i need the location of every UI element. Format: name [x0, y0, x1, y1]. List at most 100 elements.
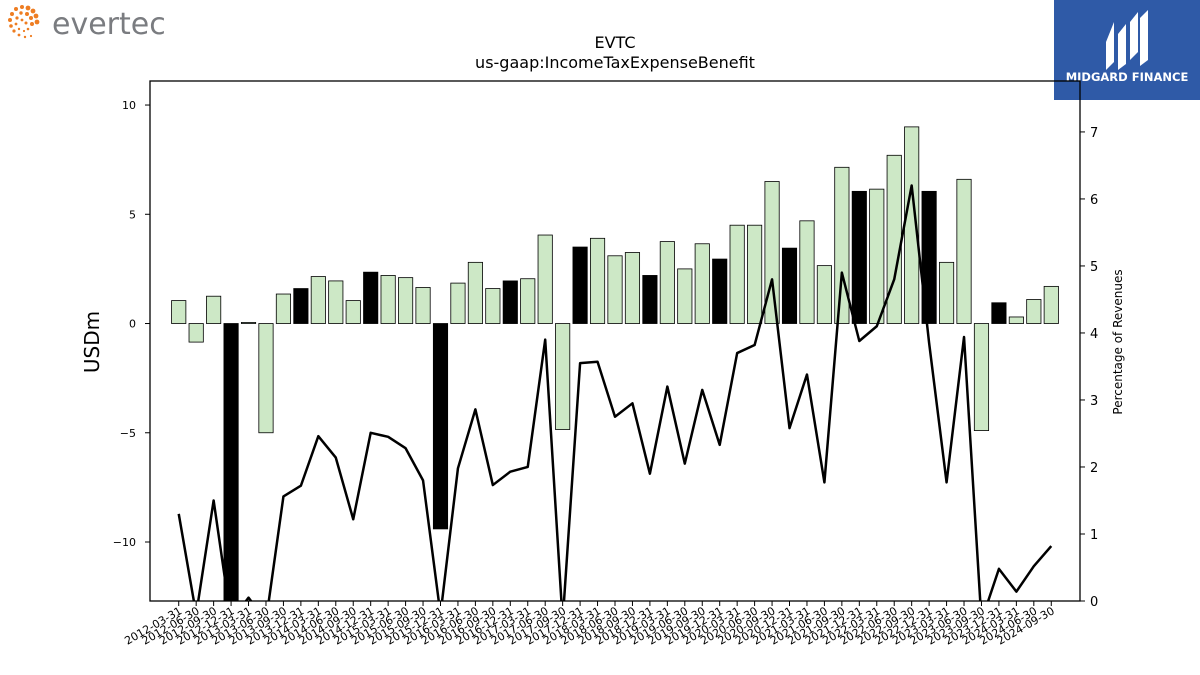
evertec-logo: evertec	[4, 4, 194, 44]
logo-dot	[24, 21, 28, 25]
logo-dot	[9, 24, 13, 28]
bar-2019-03-31	[659, 241, 675, 324]
logo-dot	[34, 19, 40, 25]
bar-2015-09-30	[415, 287, 431, 324]
logo-dot	[29, 16, 33, 20]
bar-2013-09-30	[275, 293, 291, 324]
logo-dot	[14, 22, 18, 26]
logo-dot	[25, 5, 31, 11]
bar-2020-03-31	[729, 224, 745, 324]
bar-2021-09-30	[834, 166, 850, 324]
y2-tick-label: 7	[1090, 126, 1098, 141]
bar-2023-06-30	[956, 178, 972, 324]
bar-2013-03-31	[240, 322, 257, 324]
bar-2014-06-30	[328, 280, 344, 324]
logo-dot	[33, 13, 39, 19]
y-tick-label: −5	[120, 427, 136, 440]
y2-tick-label: 2	[1090, 461, 1098, 476]
y2-axis-label: Percentage of Revenues	[1111, 269, 1125, 414]
bar-2024-06-30	[1026, 299, 1042, 324]
y2-tick-label: 6	[1090, 193, 1098, 208]
bar-2020-06-30	[747, 224, 763, 324]
logo-dot	[15, 16, 19, 20]
logo-dot	[25, 12, 29, 16]
y2-tick-label: 4	[1090, 327, 1098, 342]
bar-2018-03-31	[589, 237, 606, 324]
y2-tick-label: 1	[1090, 528, 1098, 543]
y-tick-label: 10	[122, 99, 136, 112]
bar-2019-06-30	[677, 268, 693, 324]
bar-2019-12-31	[712, 258, 728, 324]
y-tick-label: −10	[113, 536, 136, 549]
y2-tick-label: 3	[1090, 394, 1098, 409]
logo-dot	[10, 12, 14, 16]
logo-dot	[17, 33, 21, 37]
bar-2024-09-30	[1043, 285, 1059, 324]
logo-dot	[17, 27, 21, 31]
logo-dot	[30, 22, 34, 26]
logo-dot	[20, 18, 24, 22]
chart-subtitle: us-gaap:IncomeTaxExpenseBenefit	[475, 53, 755, 72]
y-tick-label: 0	[129, 318, 136, 331]
bar-2019-09-30	[694, 243, 710, 324]
bar-2017-03-31	[520, 278, 536, 324]
bar-2023-03-31	[939, 261, 955, 324]
bar-2012-09-30	[206, 295, 222, 324]
logo-dot	[12, 29, 16, 33]
bar-2021-06-30	[816, 265, 832, 324]
bar-2013-12-31	[293, 288, 309, 324]
evertec-logo-mark: evertec	[8, 5, 166, 42]
logo-dot	[22, 29, 26, 33]
bar-2018-06-30	[607, 255, 623, 324]
bar-2023-09-30	[973, 323, 990, 431]
y-axis-label: USDm	[80, 311, 104, 373]
line-layer	[177, 184, 1053, 601]
bar-2023-12-31	[991, 302, 1007, 324]
logo-dot	[26, 27, 30, 31]
bar-2018-12-31	[642, 275, 658, 324]
bar-2018-09-30	[624, 252, 641, 324]
midgard-logo-mark: MIDGARD FINANCE	[1066, 10, 1189, 84]
bar-2022-06-30	[886, 154, 902, 324]
midgard-logo-text: MIDGARD FINANCE	[1066, 70, 1189, 84]
bar-2022-12-31	[921, 190, 937, 324]
bar-2016-12-31	[502, 280, 518, 324]
bar-2016-06-30	[467, 261, 483, 324]
logo-dot	[14, 7, 18, 11]
bar-2020-12-31	[781, 247, 798, 324]
bar-2021-12-31	[851, 190, 867, 324]
logo-dot	[8, 18, 12, 22]
bar-2012-03-31	[171, 300, 187, 324]
bar-2015-06-30	[398, 277, 414, 324]
bar-2024-03-31	[1008, 316, 1024, 324]
evertec-logo-text: evertec	[52, 7, 166, 42]
logo-dot	[29, 34, 33, 38]
axes-layer: −10−50510012345672012-03-312012-06-30201…	[113, 80, 1098, 648]
plot-frame	[149, 80, 1081, 602]
bar-2017-06-30	[537, 234, 553, 324]
y2-tick-label: 5	[1090, 260, 1098, 275]
bars-layer	[171, 126, 1059, 602]
bar-2017-12-31	[572, 246, 588, 324]
bar-2012-06-30	[188, 323, 204, 343]
bar-2016-09-30	[485, 288, 501, 324]
percentage-line	[177, 184, 1053, 601]
chart-title: EVTC	[594, 33, 635, 52]
bar-2012-12-31	[223, 323, 239, 602]
y2-tick-label: 0	[1090, 595, 1098, 610]
bar-2015-12-31	[432, 323, 449, 530]
bar-2016-03-31	[450, 282, 466, 324]
logo-dot	[30, 8, 36, 14]
bar-2014-12-31	[363, 271, 379, 324]
bar-2014-03-31	[310, 276, 326, 324]
bar-2013-06-30	[258, 323, 274, 434]
logo-dot	[20, 5, 24, 9]
y-tick-label: 5	[129, 208, 136, 221]
bar-2014-09-30	[345, 300, 361, 324]
midgard-finance-logo: MIDGARD FINANCE	[1054, 0, 1200, 100]
bar-2017-09-30	[555, 323, 571, 430]
logo-dot	[19, 11, 23, 15]
bar-2022-03-31	[869, 188, 885, 324]
bar-2021-03-31	[799, 220, 815, 324]
